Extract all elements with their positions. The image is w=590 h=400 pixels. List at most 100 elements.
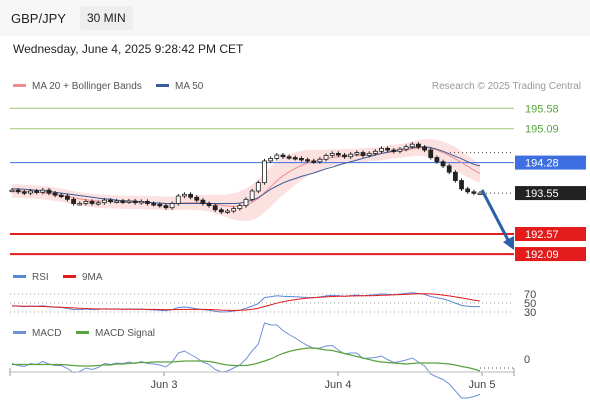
candle-body (446, 165, 452, 173)
candle-body (151, 203, 157, 206)
candle-body (403, 146, 409, 150)
level-label-pivot: 194.28 (525, 158, 559, 170)
candle-body (218, 209, 224, 213)
rsi-level-label-30: 30 (524, 307, 536, 319)
candle-body (138, 201, 144, 204)
candle-body (206, 203, 212, 207)
timeframe-button[interactable]: 30 MIN (80, 6, 133, 30)
candle-body (163, 205, 169, 209)
candle-body (255, 182, 261, 192)
candle-body (329, 152, 335, 156)
level-tag-support_1 (515, 227, 586, 242)
level-label-support_2: 192.09 (525, 249, 559, 261)
candle-body (40, 189, 46, 193)
candle-body (15, 189, 21, 193)
forecast-arrow-shaft (480, 189, 510, 241)
macd-signal-swatch (76, 330, 89, 334)
level-tag-pivot (515, 155, 586, 170)
legend-rsi-ma-label: 9MA (82, 272, 103, 283)
candle-body (280, 154, 286, 158)
candle-body (249, 190, 255, 200)
candle-body (145, 201, 150, 204)
candle-body (305, 159, 310, 162)
candle-body (58, 194, 64, 198)
candle-body (77, 203, 83, 206)
candle-body (354, 152, 360, 155)
candle-body (459, 180, 464, 190)
level-label-resistance_2: 195.58 (525, 103, 559, 115)
legend-macd-label: MACD (32, 328, 62, 339)
macd-zero-label: 0 (524, 354, 530, 366)
candle-body (342, 154, 347, 158)
candle-body (95, 202, 101, 205)
datetime-label: Wednesday, June 4, 2025 9:28:42 PM CET (13, 42, 244, 56)
candle-body (416, 143, 421, 148)
last-price-tag (515, 186, 586, 201)
rsi-ma-line (12, 293, 481, 312)
level-label-resistance_1: 195.09 (525, 124, 559, 136)
candle-body (292, 157, 298, 160)
candle-body (28, 190, 33, 194)
rsi-line (11, 292, 480, 313)
candle-body (372, 150, 378, 154)
candle-body (237, 205, 243, 209)
candle-body (101, 199, 107, 204)
x-tick-label: Jun 5 (469, 379, 496, 391)
candle-body (360, 152, 366, 156)
candle-body (243, 198, 249, 207)
candle-body (385, 147, 391, 151)
macd-swatch (13, 330, 26, 334)
candle-body (397, 148, 403, 152)
candle-body (65, 195, 70, 200)
candle-body (157, 203, 163, 207)
candle-body (46, 189, 52, 194)
candle-body (9, 189, 15, 193)
legend-rsi-label: RSI (32, 272, 49, 283)
candle-body (409, 143, 415, 148)
candle-body (335, 152, 341, 156)
rsi-level-label-50: 50 (524, 298, 536, 310)
candle-body (422, 146, 427, 151)
candle-body (21, 191, 27, 194)
level-tag-support_2 (515, 247, 586, 262)
candle-body (299, 158, 304, 161)
candle-body (428, 149, 434, 158)
candle-body (52, 192, 58, 196)
macd-line (11, 322, 481, 399)
rsi-swatch (13, 274, 26, 278)
candle-body (175, 195, 181, 204)
candle-body (108, 199, 113, 203)
candle-body (391, 149, 397, 152)
candle-body (89, 201, 95, 204)
candle-body (182, 193, 187, 197)
candle-body (188, 193, 193, 198)
candle-body (311, 160, 317, 163)
candle-body (274, 154, 280, 159)
candle-body (262, 160, 267, 184)
candle-body (434, 157, 440, 163)
ma50-swatch (156, 83, 169, 87)
forecast-arrow-head (503, 236, 514, 250)
legend-macd-signal-label: MACD Signal (95, 328, 156, 339)
candle-body (225, 210, 230, 213)
level-label-support_1: 192.57 (525, 229, 559, 241)
candle-body (132, 200, 138, 204)
credit-label: Research © 2025 Trading Central (431, 81, 581, 92)
last-price-label: 193.55 (525, 188, 559, 200)
legend-macd-signal: MACD Signal (76, 328, 155, 339)
candle-body (440, 161, 446, 167)
legend-rsi-ma: 9MA (63, 272, 103, 283)
rsi-level-label-70: 70 (524, 289, 536, 301)
candle-body (83, 201, 89, 204)
candle-body (34, 190, 40, 193)
candle-body (212, 205, 218, 211)
rsi-ma-swatch (63, 274, 76, 278)
candle-body (323, 155, 329, 160)
legend-ma20: MA 20 + Bollinger Bands (13, 81, 142, 92)
candle-body (200, 199, 206, 204)
candle-body (286, 156, 292, 159)
candle-body (366, 152, 372, 156)
candle-body (471, 191, 477, 194)
legend-macd: MACD (13, 328, 61, 339)
x-tick-label: Jun 4 (325, 379, 352, 391)
